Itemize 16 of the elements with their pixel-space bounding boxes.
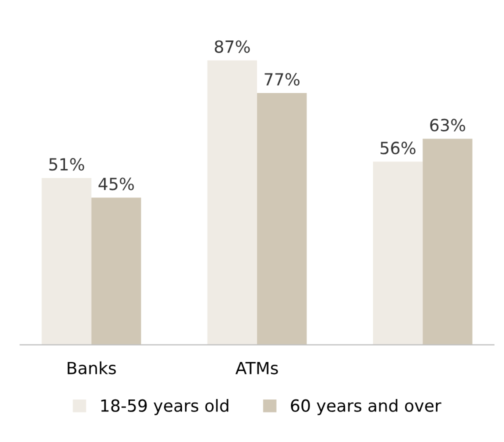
data-label: 63%: [430, 118, 466, 132]
legend-label: 18-59 years old: [101, 399, 228, 416]
bar: [372, 162, 423, 345]
bar: [207, 60, 258, 345]
data-label: 56%: [380, 142, 416, 154]
data-label: 45%: [98, 178, 134, 190]
data-label: 87%: [214, 40, 250, 53]
bar: [42, 178, 92, 345]
bar: [422, 138, 472, 345]
x-tick-label: ATMs: [235, 362, 278, 374]
legend-label: 60 years and over: [290, 399, 442, 416]
bar: [91, 198, 142, 345]
bar: [257, 93, 307, 345]
x-tick-label: Banks: [68, 361, 116, 374]
data-label: 51%: [49, 158, 84, 171]
data-label: 77%: [264, 73, 300, 86]
